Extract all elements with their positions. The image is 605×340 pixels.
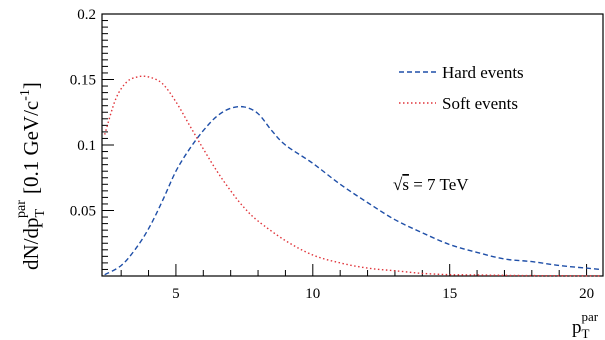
y-axis-title-units: [0.1 GeV/c [19, 101, 43, 194]
legend-label-hard: Hard events [442, 63, 524, 82]
y-axis-title-units-exp: -1 [18, 89, 33, 101]
sqrt-sign: √ [393, 175, 403, 194]
x-tick-label: 20 [579, 286, 594, 302]
y-axis-title-sup: par [14, 200, 29, 218]
y-tick-label: 0.2 [77, 7, 96, 23]
x-axis-title-main: p [572, 317, 582, 338]
y-tick-label: 0.15 [70, 73, 96, 89]
series-line-soft [104, 75, 601, 277]
y-axis-title-sub: T [33, 209, 48, 218]
energy-annotation: √s = 7 TeV [393, 175, 469, 194]
series-line-hard [104, 105, 601, 276]
legend-label-soft: Soft events [442, 94, 518, 113]
y-axis-title-prefix: dN/dp [19, 218, 43, 271]
legend: Hard events Soft events [399, 63, 524, 113]
x-tick-label: 5 [172, 286, 180, 302]
y-tick-label: 0.1 [77, 138, 96, 154]
series-layer [104, 75, 601, 277]
y-axis-title-units-close: ] [19, 82, 43, 89]
y-tick-label: 0.05 [70, 204, 96, 220]
y-axis-title: dN/dpTpar [0.1 GeV/c-1] [14, 82, 48, 270]
plot-frame [101, 13, 604, 277]
x-axis-title: pTpar [572, 309, 599, 340]
axis-ticks: 5 10 15 20 0.05 0.1 0.15 0.2 [70, 7, 594, 302]
x-axis-title-sup: par [581, 309, 598, 324]
x-tick-label: 10 [305, 286, 320, 302]
x-tick-label: 15 [442, 286, 457, 302]
sqrt-radicand: s [402, 175, 409, 194]
energy-value: = 7 TeV [409, 175, 469, 194]
x-axis-title-sub: T [582, 326, 590, 340]
